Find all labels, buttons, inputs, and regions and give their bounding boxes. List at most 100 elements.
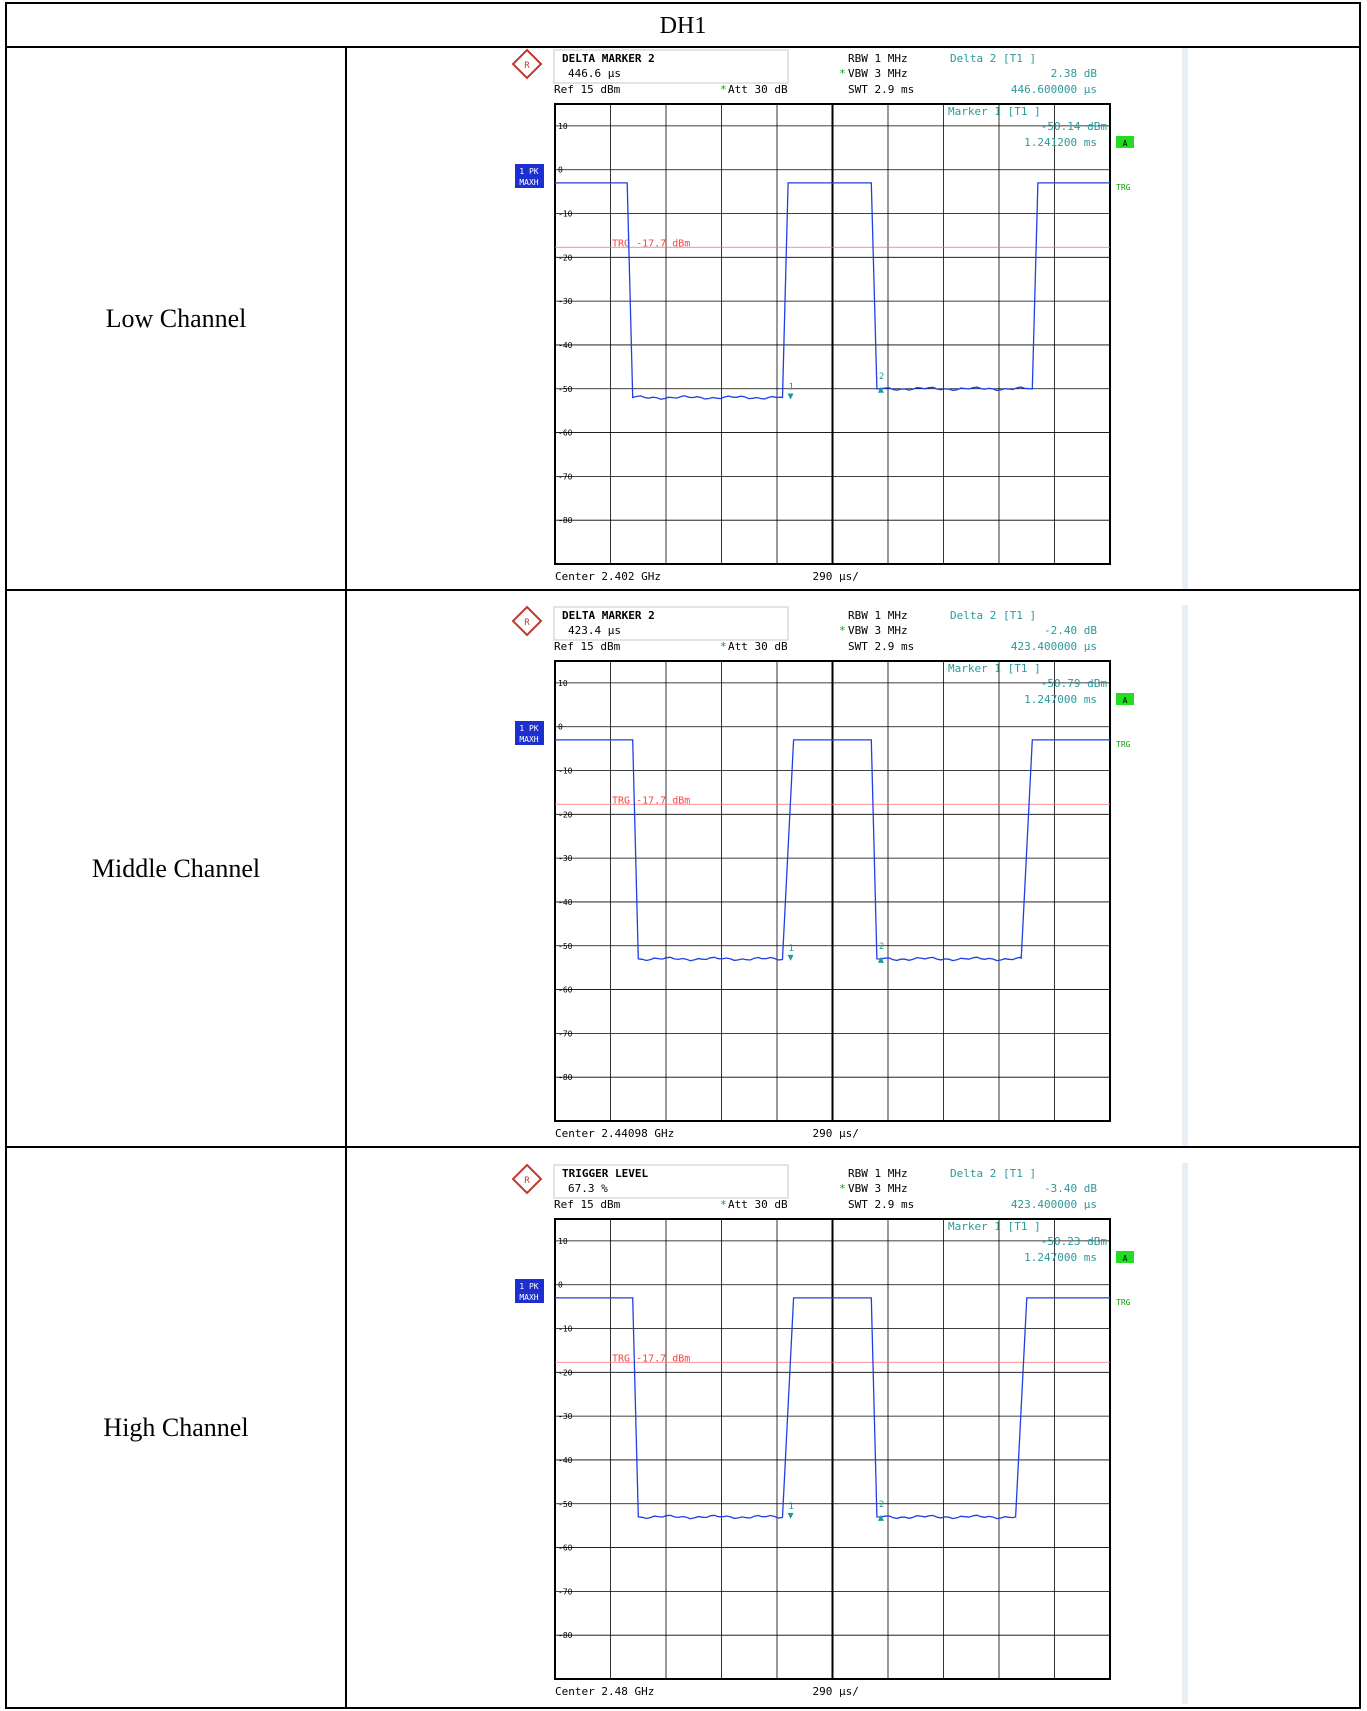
results-table: DH1 Low Channel R DELTA MARKER 2 446.6 µs R… [5,2,1361,1709]
side-a-label: A [1123,139,1128,148]
delta-db: -2.40 dB [1044,624,1097,637]
delta-title: Delta 2 [T1 ] [950,52,1036,65]
y-tick-label: 0 [558,166,563,175]
table-row-high: High Channel R TRIGGER LEVEL 67.3 % Ref 15 … [7,1148,1359,1707]
vbw-star: * [839,624,846,637]
marker-info-box [553,49,789,84]
y-tick-label: -50 [558,385,573,394]
y-tick-label: -40 [558,341,573,350]
table-row-middle: Middle Channel R DELTA MARKER 2 423.4 µs Re… [7,591,1359,1148]
trace-badge-line-2: MAXH [519,735,538,744]
vbw: VBW 3 MHz [848,1182,908,1195]
trigger-label: TRG -17.7 dBm [612,1353,690,1364]
marker-2-label: 2 [879,942,884,952]
delta-db: 2.38 dB [1051,67,1098,80]
y-tick-label: -10 [558,210,573,219]
y-tick-label: 10 [558,679,568,688]
marker1-db: -50.23 dBm [1041,1235,1108,1248]
delta-title: Delta 2 [T1 ] [950,1167,1036,1180]
marker-2 [877,386,884,393]
side-a-badge [1116,693,1134,705]
center-frequency: Center 2.402 GHz [555,570,661,583]
att-star: * [720,83,727,96]
analyzer-plot-high: R TRIGGER LEVEL 67.3 % Ref 15 dBm * Att 30 dB… [512,1163,1192,1704]
side-trg-label: TRG [1116,740,1131,749]
y-tick-label: -60 [558,986,573,995]
y-tick-label: -50 [558,1500,573,1509]
ref-level: Ref 15 dBm [554,640,621,653]
marker1-title: Marker 1 [T1 ] [948,662,1041,675]
marker1-time: 1.247000 ms [1024,693,1097,706]
channel-label: High Channel [7,1148,347,1707]
trace-badge-line-1: 1 PK [519,167,538,176]
rs-logo-text: R [524,1176,530,1186]
side-a-badge [1116,136,1134,148]
trace-line [555,739,1110,962]
marker-1 [787,1512,794,1519]
att-star: * [720,1198,727,1211]
marker-box-title: DELTA MARKER 2 [562,609,655,622]
y-tick-label: -10 [558,767,573,776]
y-tick-label: -30 [558,854,573,863]
y-tick-label: -50 [558,942,573,951]
marker-2-label: 2 [879,372,884,382]
vbw-star: * [839,1182,846,1195]
y-tick-label: -80 [558,1073,573,1082]
y-tick-label: 0 [558,723,563,732]
trigger-label: TRG -17.7 dBm [612,795,690,806]
time-per-div: 290 µs/ [813,1685,859,1698]
delta-time: 423.400000 µs [1011,1198,1097,1211]
y-tick-label: -20 [558,253,573,262]
trace-badge [515,721,544,745]
vbw: VBW 3 MHz [848,67,908,80]
delta-db: -3.40 dB [1044,1182,1097,1195]
channel-label: Middle Channel [7,591,347,1146]
y-tick-label: -70 [558,1029,573,1038]
marker-1 [787,954,794,961]
marker-box-value: 67.3 % [568,1182,608,1195]
marker1-db: -50.14 dBm [1041,120,1108,133]
rs-logo-icon [512,1163,543,1195]
y-tick-label: -20 [558,810,573,819]
marker-2-label: 2 [879,1500,884,1510]
center-frequency: Center 2.48 GHz [555,1685,654,1698]
y-tick-label: -60 [558,429,573,438]
analyzer-plot-low: R DELTA MARKER 2 446.6 µs Ref 15 dBm * Att 30… [512,48,1192,589]
marker-1-label: 1 [789,1502,794,1512]
attenuation: Att 30 dB [728,83,788,96]
channel-label: Low Channel [7,48,347,589]
marker-1 [787,393,794,400]
attenuation: Att 30 dB [728,640,788,653]
marker-box-title: TRIGGER LEVEL [562,1167,648,1180]
marker-box-value: 446.6 µs [568,67,621,80]
y-tick-label: -70 [558,1587,573,1596]
y-tick-label: -60 [558,1544,573,1553]
marker-1-label: 1 [789,383,794,393]
side-trg-label: TRG [1116,183,1131,192]
attenuation: Att 30 dB [728,1198,788,1211]
marker1-title: Marker 1 [T1 ] [948,105,1041,118]
marker-info-box [553,606,789,641]
screen-scroll-edge [1182,48,1188,589]
analyzer-plot-middle: R DELTA MARKER 2 423.4 µs Ref 15 dBm * Att 30… [512,605,1192,1146]
trace-badge [515,1279,544,1303]
table-row-low: Low Channel R DELTA MARKER 2 446.6 µs Ref 1… [7,48,1359,591]
rs-logo-icon [512,48,543,80]
y-tick-label: 10 [558,1237,568,1246]
trace-badge [515,164,544,188]
trace-line [555,1297,1110,1520]
rs-logo-text: R [524,618,530,628]
sweep-time: SWT 2.9 ms [848,1198,914,1211]
vbw-star: * [839,67,846,80]
marker-box-title: DELTA MARKER 2 [562,52,655,65]
ref-level: Ref 15 dBm [554,83,621,96]
side-a-label: A [1123,1254,1128,1263]
rbw: RBW 1 MHz [848,1167,908,1180]
side-trg-label: TRG [1116,1298,1131,1307]
att-star: * [720,640,727,653]
marker-box-value: 423.4 µs [568,624,621,637]
trace-line [555,182,1110,400]
side-a-badge [1116,1251,1134,1263]
